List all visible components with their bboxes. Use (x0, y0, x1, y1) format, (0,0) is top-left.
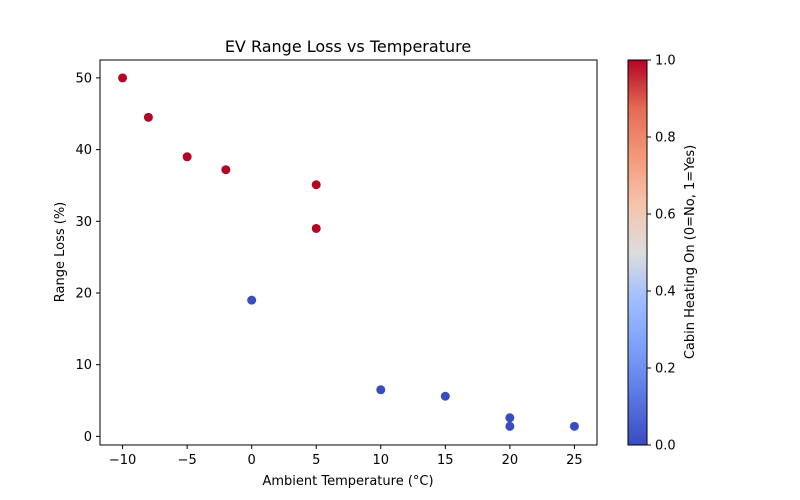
colorbar-tick-label: 1.0 (655, 54, 676, 69)
y-tick-label: 50 (75, 71, 92, 86)
x-tick-label: 5 (312, 453, 320, 468)
colorbar-tick-label: 0.6 (655, 208, 676, 223)
data-point-8 (440, 391, 450, 401)
x-tick-label: 10 (372, 453, 389, 468)
data-point-10 (505, 421, 515, 431)
chart-title: EV Range Loss vs Temperature (225, 37, 471, 56)
y-tick-label: 0 (84, 430, 92, 445)
y-tick-label: 20 (75, 287, 92, 302)
colorbar-tick-label: 0.0 (655, 439, 676, 454)
data-point-4 (311, 180, 321, 190)
x-tick-label: 0 (248, 453, 256, 468)
data-point-0 (118, 73, 128, 83)
data-points (118, 73, 579, 431)
plot-frame (99, 59, 598, 446)
colorbar-ticks: 0.0 0.2 0.4 0.6 0.8 1.0 (647, 54, 676, 454)
data-point-6 (247, 295, 257, 305)
y-tick-label: 40 (75, 143, 92, 158)
data-point-11 (569, 421, 579, 431)
plot-area (100, 60, 597, 445)
data-point-1 (143, 112, 153, 122)
colorbar-tick-label: 0.4 (655, 285, 676, 300)
x-axis-ticks: −10 −5 0 5 10 15 20 25 (109, 445, 583, 468)
x-tick-label: 15 (437, 453, 454, 468)
y-axis-label: Range Loss (%) (53, 202, 68, 302)
colorbar-tick-label: 0.2 (655, 362, 676, 377)
y-axis-ticks: 0 10 20 30 40 50 (75, 71, 100, 445)
y-tick-label: 10 (75, 358, 92, 373)
x-tick-label: −10 (109, 453, 136, 468)
data-point-5 (311, 223, 321, 233)
data-point-7 (376, 385, 386, 395)
data-point-2 (182, 152, 192, 162)
x-tick-label: 25 (566, 453, 583, 468)
x-axis-label: Ambient Temperature (°C) (262, 474, 433, 489)
colorbar-tick-label: 0.8 (655, 131, 676, 146)
x-tick-label: 20 (502, 453, 519, 468)
y-tick-label: 30 (75, 215, 92, 230)
colorbar-label: Cabin Heating On (0=No, 1=Yes) (683, 145, 698, 359)
data-point-9 (505, 413, 515, 423)
data-point-3 (221, 165, 231, 175)
x-tick-label: −5 (178, 453, 197, 468)
colorbar (627, 59, 648, 446)
